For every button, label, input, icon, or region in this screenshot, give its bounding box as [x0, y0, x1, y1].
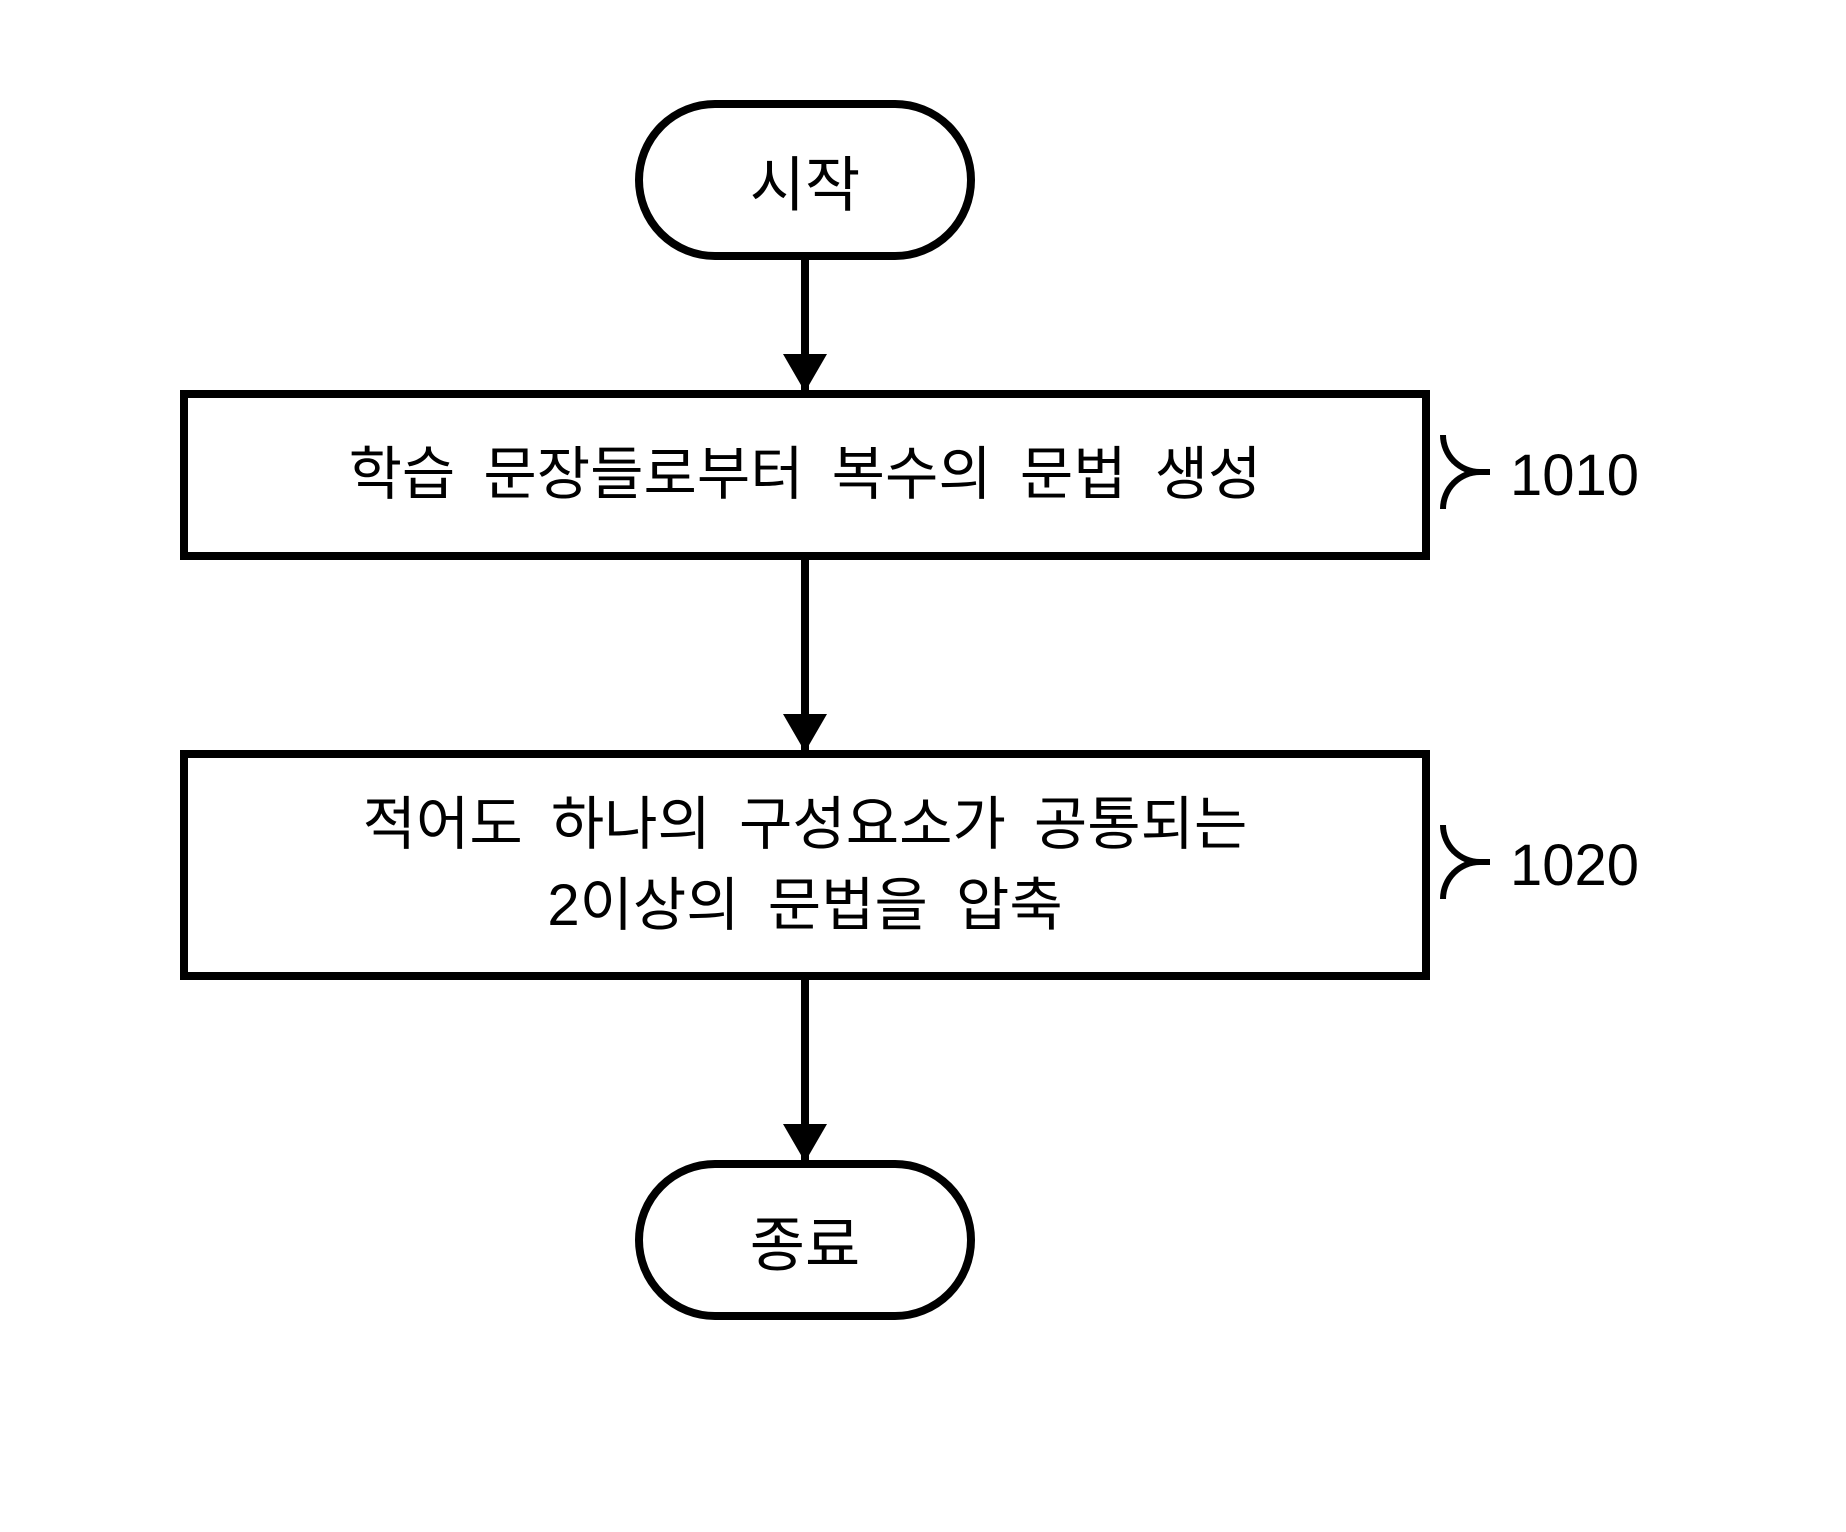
ref-label-2: 1020	[1510, 832, 1639, 899]
arrowhead-icon	[783, 354, 827, 392]
end-terminator: 종료	[635, 1160, 975, 1320]
arrowhead-icon	[783, 714, 827, 752]
process-2-line1: 적어도 하나의 구성요소가 공통되는	[363, 792, 1248, 857]
arrow-row-1	[180, 260, 1430, 390]
end-label: 종료	[750, 1197, 860, 1284]
process-2-line2: 2이상의 문법을 압축	[547, 873, 1062, 938]
flowchart-container: 시작 학습 문장들로부터 복수의 문법 생성 1010 적어도 하나의 구성요소…	[150, 100, 1700, 1320]
arrow-1	[801, 260, 809, 390]
end-row: 종료	[180, 1160, 1430, 1320]
start-label: 시작	[750, 137, 860, 224]
start-terminator: 시작	[635, 100, 975, 260]
process-step-1: 학습 문장들로부터 복수의 문법 생성	[180, 390, 1430, 560]
arrow-row-3	[180, 980, 1430, 1160]
start-row: 시작	[180, 100, 1430, 260]
process-row-1: 학습 문장들로부터 복수의 문법 생성 1010	[150, 390, 1700, 560]
arrowhead-icon	[783, 1124, 827, 1162]
arrow-3	[801, 980, 809, 1160]
ref-curve-icon	[1430, 825, 1500, 905]
process-row-2: 적어도 하나의 구성요소가 공통되는 2이상의 문법을 압축 1020	[150, 750, 1700, 980]
process-2-label: 적어도 하나의 구성요소가 공통되는 2이상의 문법을 압축	[363, 784, 1248, 946]
process-step-2: 적어도 하나의 구성요소가 공통되는 2이상의 문법을 압축	[180, 750, 1430, 980]
process-1-label: 학습 문장들로부터 복수의 문법 생성	[349, 434, 1262, 515]
ref-connector-1: 1010	[1430, 435, 1639, 515]
ref-label-1: 1010	[1510, 442, 1639, 509]
ref-curve-icon	[1430, 435, 1500, 515]
arrow-row-2	[180, 560, 1430, 750]
arrow-2	[801, 560, 809, 750]
ref-connector-2: 1020	[1430, 825, 1639, 905]
